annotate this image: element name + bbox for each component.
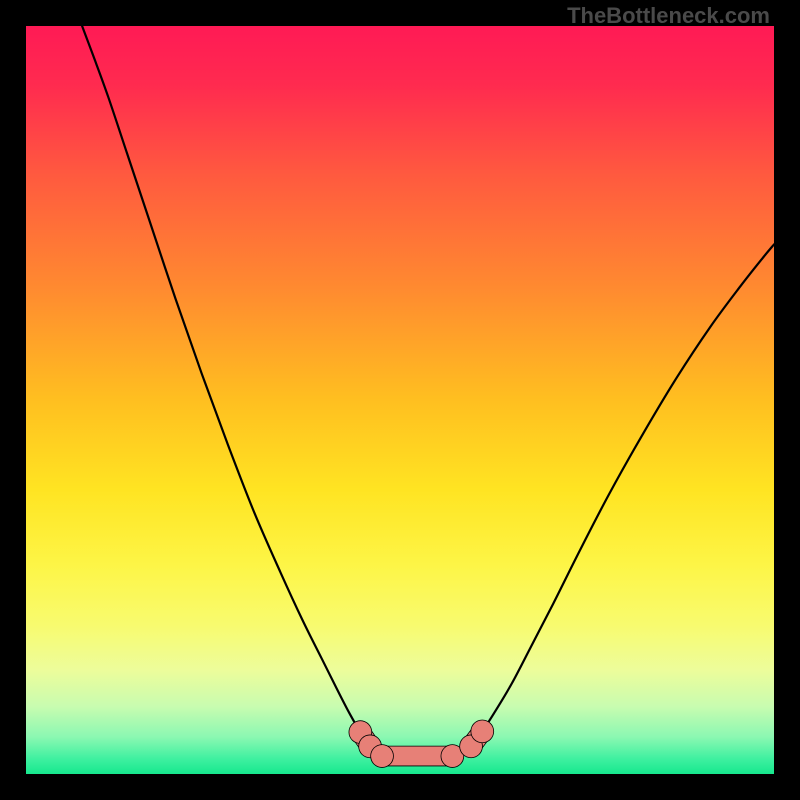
plot-area: [26, 26, 774, 774]
marker-segment: [370, 744, 464, 768]
watermark-text: TheBottleneck.com: [567, 3, 770, 29]
curve-layer: [26, 26, 774, 774]
curve-line: [471, 244, 774, 746]
chart-frame: TheBottleneck.com: [0, 0, 800, 800]
curve-line: [82, 26, 370, 746]
marker-segment: [459, 720, 494, 759]
